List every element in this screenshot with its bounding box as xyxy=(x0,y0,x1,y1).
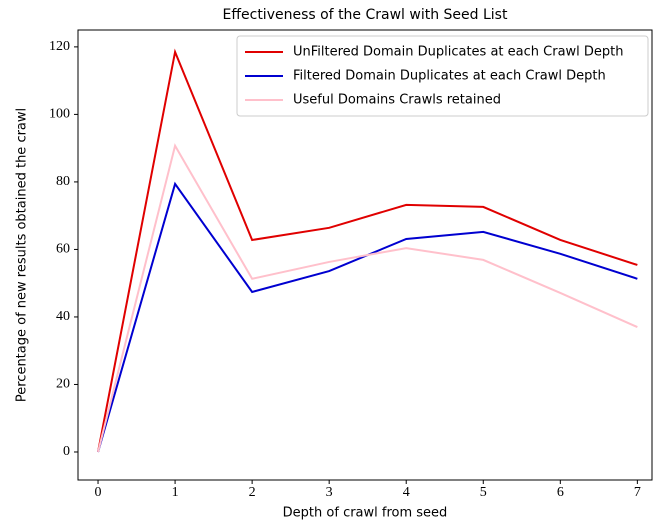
x-tick-label: 5 xyxy=(480,485,487,500)
legend-box xyxy=(236,35,649,117)
y-axis-label: Percentage of new results obtained the c… xyxy=(15,108,30,402)
legend-label: Filtered Domain Duplicates at each Crawl… xyxy=(293,69,606,84)
series-line xyxy=(97,181,638,453)
chart-title: Effectiveness of the Crawl with Seed Lis… xyxy=(223,7,508,23)
y-tick-label: 20 xyxy=(56,377,70,392)
x-tick-label: 7 xyxy=(634,485,641,500)
x-tick-label: 2 xyxy=(249,485,256,500)
legend-label: Useful Domains Crawls retained xyxy=(293,93,501,108)
y-tick-label: 120 xyxy=(49,39,70,54)
series-line xyxy=(97,48,638,453)
legend-label: UnFiltered Domain Duplicates at each Cra… xyxy=(293,45,624,60)
series-line xyxy=(97,143,638,453)
plot-frame xyxy=(77,29,653,481)
x-tick-label: 1 xyxy=(172,485,179,500)
x-tick-label: 4 xyxy=(403,485,410,500)
x-tick-label: 3 xyxy=(326,485,333,500)
y-tick-label: 60 xyxy=(56,242,70,257)
x-tick-label: 6 xyxy=(557,485,564,500)
y-tick-label: 100 xyxy=(49,107,70,122)
x-axis-label: Depth of crawl from seed xyxy=(283,506,448,521)
y-tick-label: 80 xyxy=(56,174,70,189)
y-tick-label: 0 xyxy=(63,444,70,459)
y-tick-label: 40 xyxy=(56,309,70,324)
x-tick-label: 0 xyxy=(95,485,102,500)
